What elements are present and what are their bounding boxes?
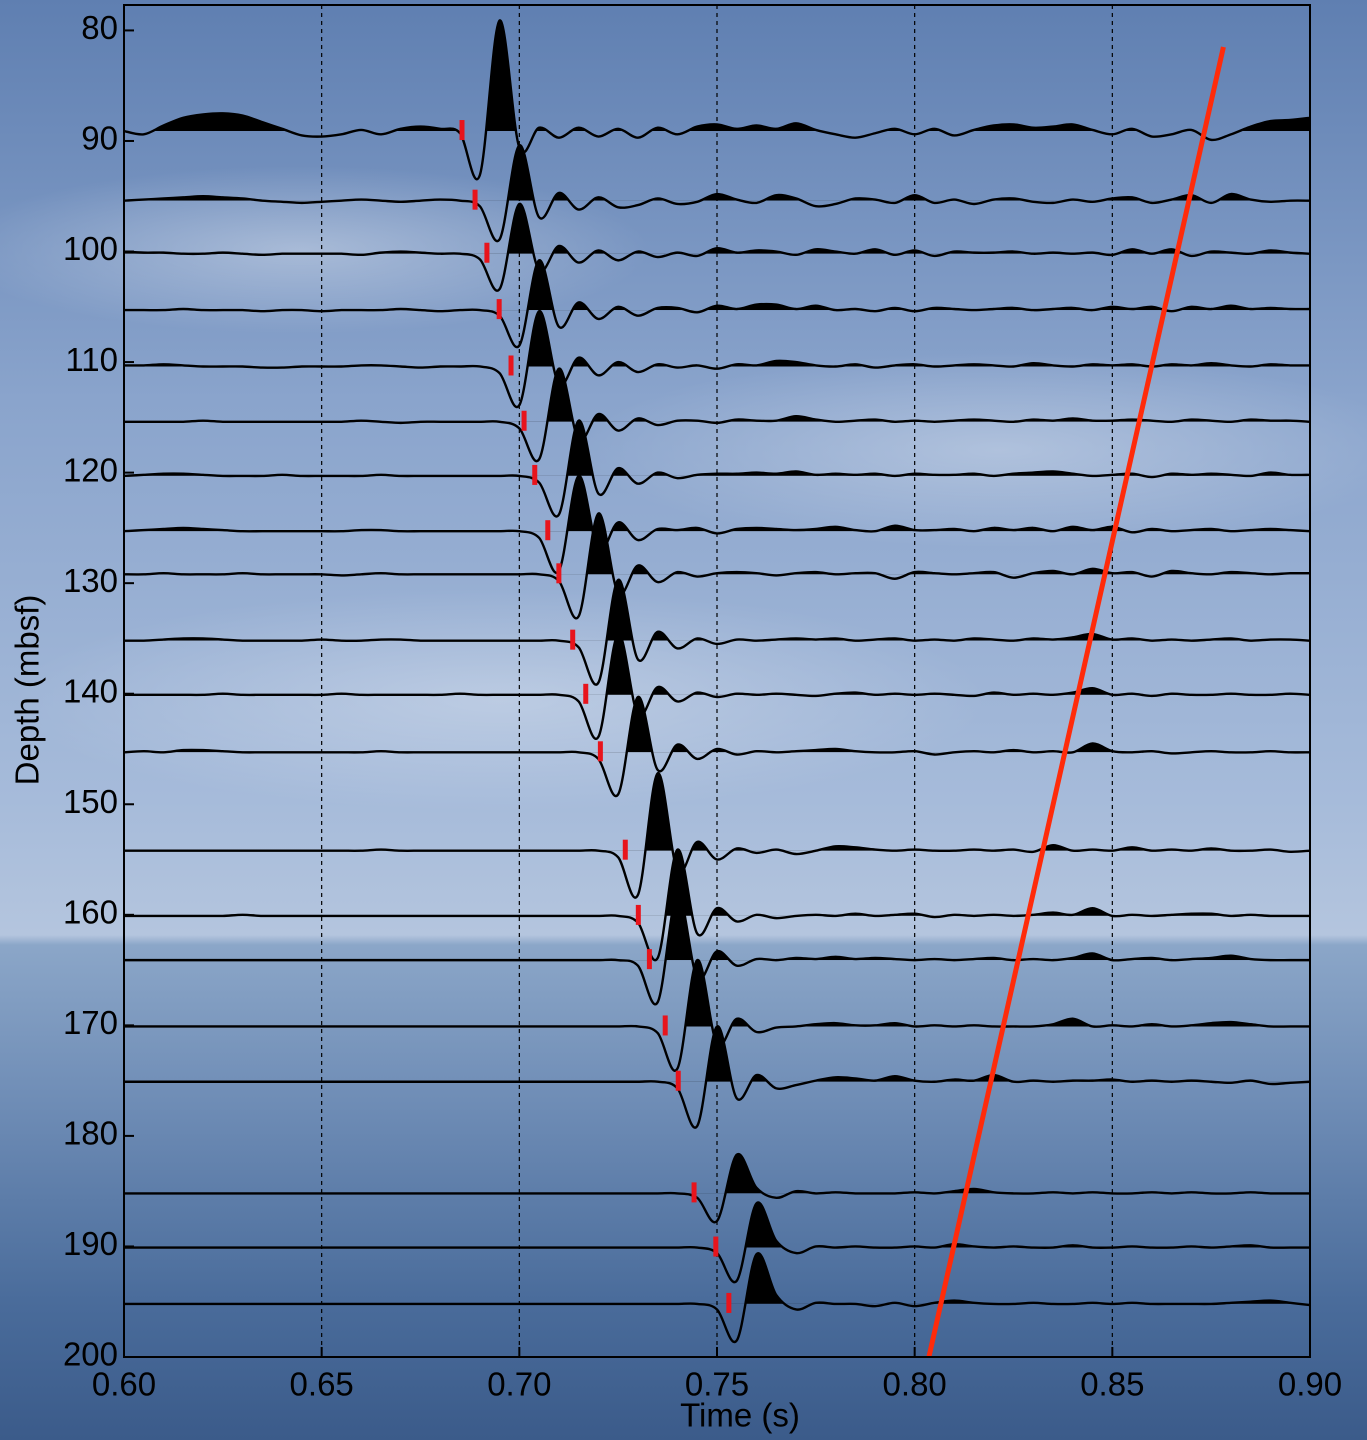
x-tick-label: 0.75 — [685, 1366, 749, 1403]
pick-mark — [583, 683, 589, 704]
trace — [123, 474, 1311, 575]
pick-mark — [496, 299, 502, 320]
y-tick-label: 80 — [81, 9, 118, 46]
trace — [123, 310, 1311, 409]
trace — [124, 1252, 1311, 1344]
pick-mark — [622, 839, 628, 860]
y-tick-label: 140 — [63, 672, 118, 709]
y-tick-label: 200 — [63, 1336, 118, 1373]
trace — [123, 695, 1311, 798]
x-tick-label: 0.70 — [487, 1366, 551, 1403]
pick-mark — [691, 1182, 697, 1203]
trace — [123, 512, 1311, 620]
x-tick-label: 0.60 — [92, 1366, 156, 1403]
trace — [124, 1153, 1310, 1224]
y-tick-label: 160 — [63, 894, 118, 931]
x-tick-label: 0.80 — [883, 1366, 947, 1403]
trace — [124, 367, 1311, 463]
pick-mark — [646, 949, 652, 970]
plot-frame — [123, 4, 1311, 1358]
pick-mark — [570, 629, 576, 650]
pick-mark — [484, 242, 490, 263]
x-tick-label: 0.90 — [1278, 1366, 1342, 1403]
trace — [124, 632, 1311, 741]
pick-mark — [459, 120, 465, 141]
pick-mark — [662, 1015, 668, 1036]
pick-mark — [726, 1292, 732, 1313]
trace — [123, 19, 1311, 181]
y-tick-label: 90 — [81, 120, 118, 157]
pick-mark — [713, 1236, 719, 1257]
trace — [123, 419, 1311, 518]
trace — [124, 259, 1311, 349]
x-tick-label: 0.85 — [1080, 1366, 1144, 1403]
moveout-line — [926, 46, 1226, 1358]
y-axis-label: Depth (mbsf) — [9, 595, 46, 786]
y-tick-label: 120 — [63, 451, 118, 488]
pick-mark — [545, 520, 551, 541]
pick-mark — [635, 904, 641, 925]
pick-mark — [521, 410, 527, 431]
pick-mark — [556, 563, 562, 584]
trace — [123, 202, 1311, 292]
pick-mark — [597, 741, 603, 762]
y-tick-label: 180 — [63, 1115, 118, 1152]
trace — [124, 848, 1310, 962]
trace — [124, 1025, 1311, 1129]
trace-fill — [657, 1154, 1271, 1194]
pick-mark — [508, 355, 514, 376]
x-tick-label: 0.65 — [290, 1366, 354, 1403]
trace — [123, 144, 1311, 243]
y-tick-label: 110 — [65, 341, 118, 378]
y-tick-label: 100 — [63, 230, 118, 267]
pick-mark — [472, 189, 478, 210]
y-tick-label: 190 — [63, 1225, 118, 1262]
trace — [123, 892, 1310, 1006]
y-tick-label: 130 — [63, 562, 118, 599]
pick-mark — [532, 464, 538, 485]
trace-fill — [124, 20, 1310, 132]
y-tick-label: 170 — [63, 1004, 118, 1041]
trace — [123, 772, 1311, 899]
x-axis-label: Time (s) — [680, 1397, 800, 1434]
pick-mark — [675, 1070, 681, 1091]
trace — [123, 578, 1311, 686]
y-tick-label: 150 — [63, 783, 118, 820]
trace — [124, 958, 1310, 1072]
